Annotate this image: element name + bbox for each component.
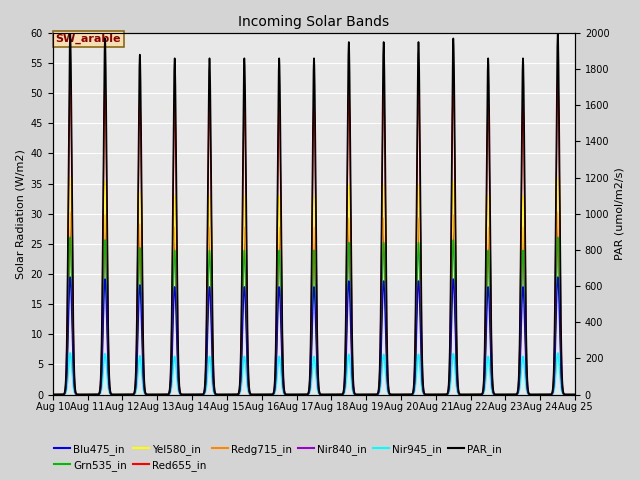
Title: Incoming Solar Bands: Incoming Solar Bands: [238, 15, 390, 29]
Y-axis label: PAR (umol/m2/s): PAR (umol/m2/s): [615, 168, 625, 260]
Legend: Blu475_in, Grn535_in, Yel580_in, Red655_in, Redg715_in, Nir840_in, Nir945_in, PA: Blu475_in, Grn535_in, Yel580_in, Red655_…: [50, 439, 506, 475]
Y-axis label: Solar Radiation (W/m2): Solar Radiation (W/m2): [15, 149, 25, 279]
Text: SW_arable: SW_arable: [56, 34, 121, 44]
